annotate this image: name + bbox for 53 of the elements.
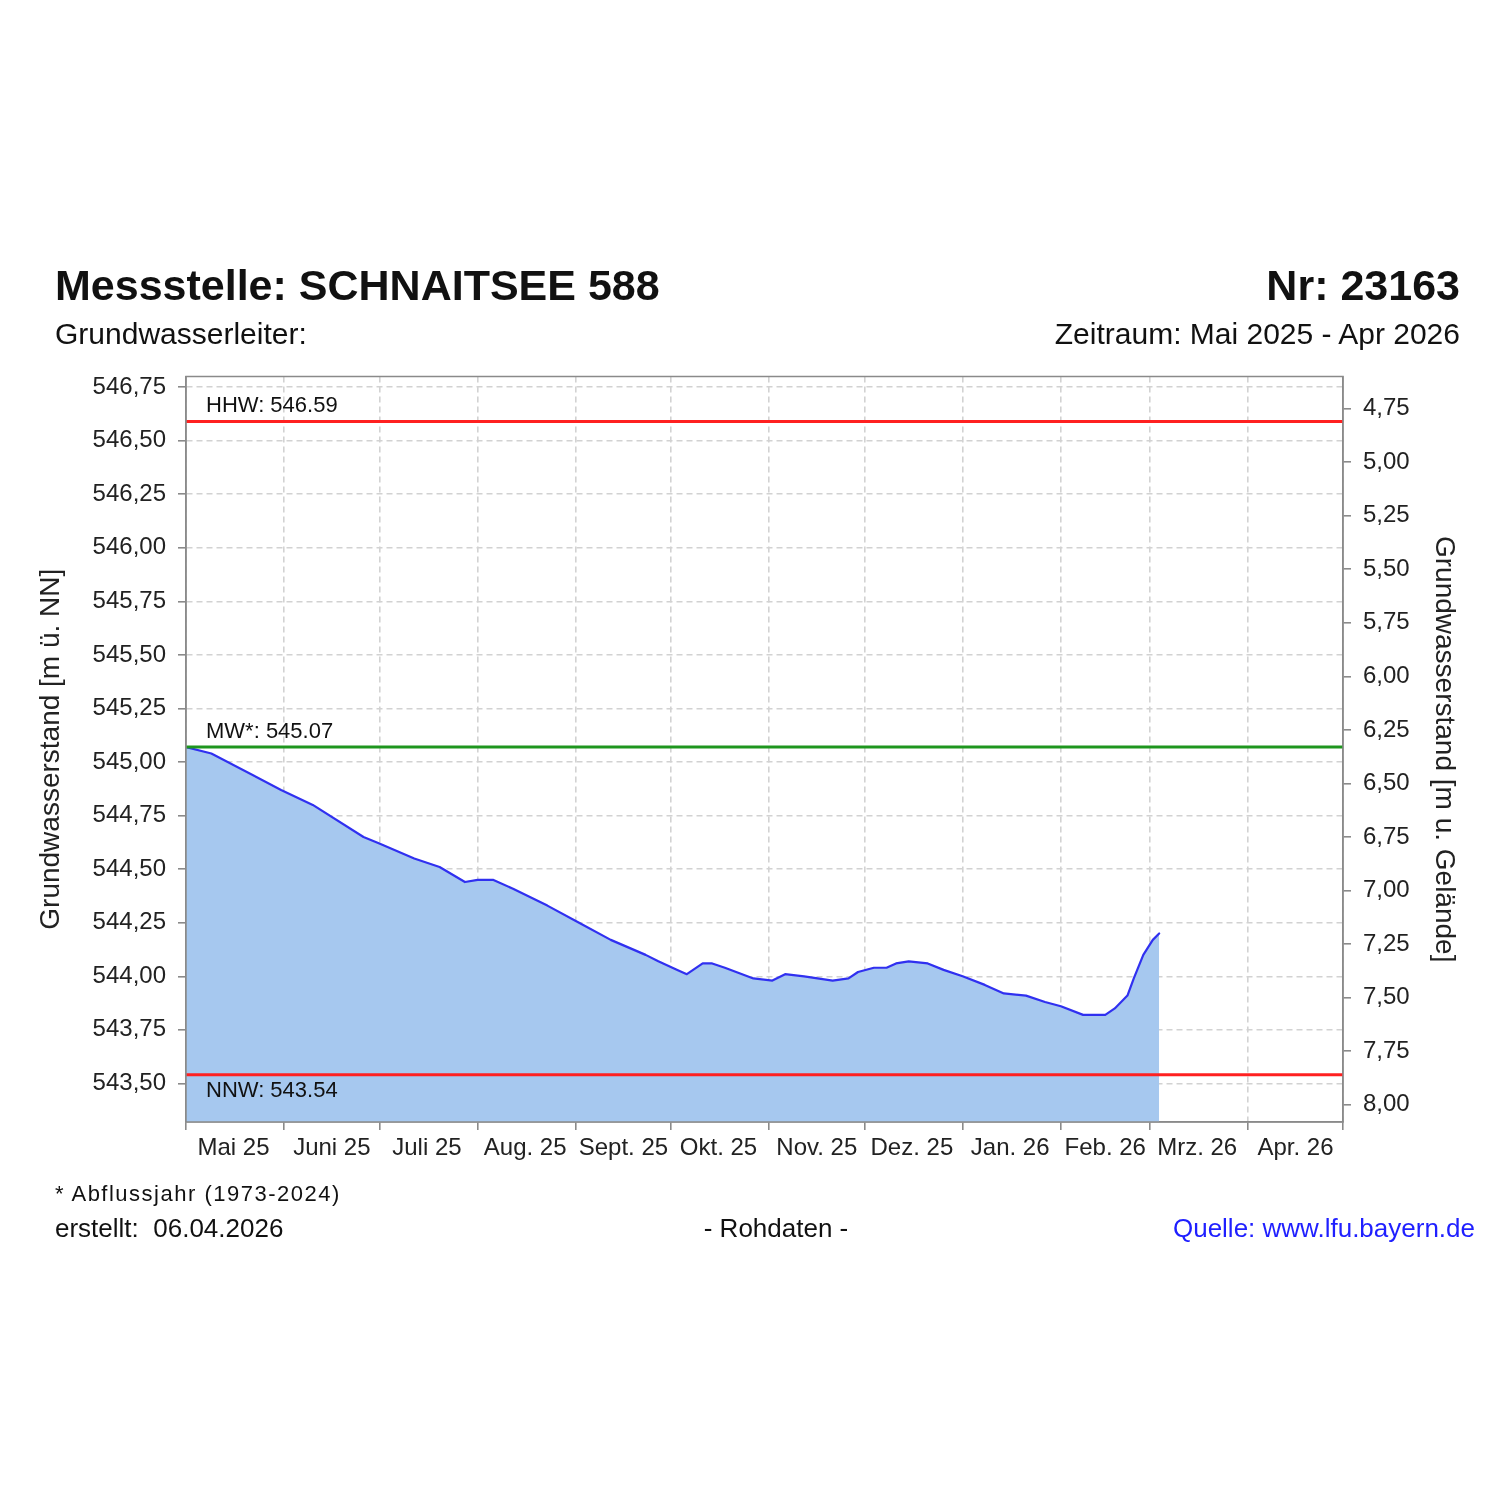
x-tick-label: Mai 25 <box>197 1133 270 1161</box>
y2-axis-title: Grundwasserstand [m u. Gelände] <box>1430 535 1462 963</box>
chart-subtitle: Grundwasserleiter: <box>55 317 307 350</box>
y2-tick-label: 6,25 <box>1363 714 1410 742</box>
y-tick-label: 545,00 <box>92 746 166 774</box>
x-tick-label: Juni 25 <box>293 1133 371 1161</box>
y2-tick-label: 6,50 <box>1363 768 1410 796</box>
text: * Abflussjahr (1973-2024) <box>55 1181 341 1206</box>
text: erstellt: 06.04.2026 <box>55 1213 284 1243</box>
y2-tick-label: 7,50 <box>1363 982 1410 1010</box>
y2-tick-label: 7,00 <box>1363 875 1410 903</box>
text: Nr: 23163 <box>1266 261 1460 309</box>
y-axis-title: Grundwasserstand [m ü. NN] <box>33 568 65 930</box>
ref-line-label: MW*: 545.07 <box>206 718 334 744</box>
y-tick-label: 543,50 <box>92 1068 166 1096</box>
y-tick-label: 545,25 <box>92 693 166 721</box>
y2-tick-label: 7,25 <box>1363 928 1410 956</box>
y-tick-label: 545,75 <box>92 585 166 613</box>
y-tick-label: 544,75 <box>92 800 166 828</box>
y2-tick-label: 6,75 <box>1363 821 1410 849</box>
y-tick-label: 544,00 <box>92 960 166 988</box>
y2-tick-label: 5,50 <box>1363 553 1410 581</box>
y2-tick-label: 8,00 <box>1363 1089 1410 1117</box>
text: Zeitraum: Mai 2025 - Apr 2026 <box>1054 317 1460 350</box>
y-tick-label: 544,50 <box>92 853 166 881</box>
y-tick-label: 546,50 <box>92 425 166 453</box>
x-tick-label: Feb. 26 <box>1064 1133 1146 1161</box>
x-tick-label: Okt. 25 <box>679 1133 758 1161</box>
y-tick-label: 546,25 <box>92 478 166 506</box>
ref-line-label: HHW: 546.59 <box>206 392 338 418</box>
x-tick-label: Jan. 26 <box>970 1133 1050 1161</box>
y-tick-label: 544,25 <box>92 907 166 935</box>
x-tick-label: Mrz. 26 <box>1157 1133 1238 1161</box>
y2-tick-label: 7,75 <box>1363 1035 1410 1063</box>
text: - Rohdaten - <box>703 1213 849 1243</box>
source-note: Quelle: www.lfu.bayern.de <box>1172 1213 1475 1243</box>
y2-tick-label: 5,25 <box>1363 500 1410 528</box>
y2-tick-label: 5,75 <box>1363 607 1410 635</box>
y2-tick-label: 4,75 <box>1363 393 1410 421</box>
x-tick-label: Nov. 25 <box>776 1133 858 1161</box>
x-tick-label: Sept. 25 <box>578 1133 669 1161</box>
x-tick-label: Aug. 25 <box>483 1133 567 1161</box>
y-tick-label: 543,75 <box>92 1014 166 1042</box>
x-tick-label: Juli 25 <box>392 1133 462 1161</box>
y2-tick-label: 6,00 <box>1363 660 1410 688</box>
chart-title: Messstelle: SCHNAITSEE 588 <box>55 261 660 309</box>
y-tick-label: 546,00 <box>92 532 166 560</box>
y-tick-label: 546,75 <box>92 371 166 399</box>
x-tick-label: Apr. 26 <box>1257 1133 1334 1161</box>
ref-line-label: NNW: 543.54 <box>206 1076 338 1102</box>
x-tick-label: Dez. 25 <box>870 1133 954 1161</box>
y-tick-label: 545,50 <box>92 639 166 667</box>
y2-tick-label: 5,00 <box>1363 446 1410 474</box>
